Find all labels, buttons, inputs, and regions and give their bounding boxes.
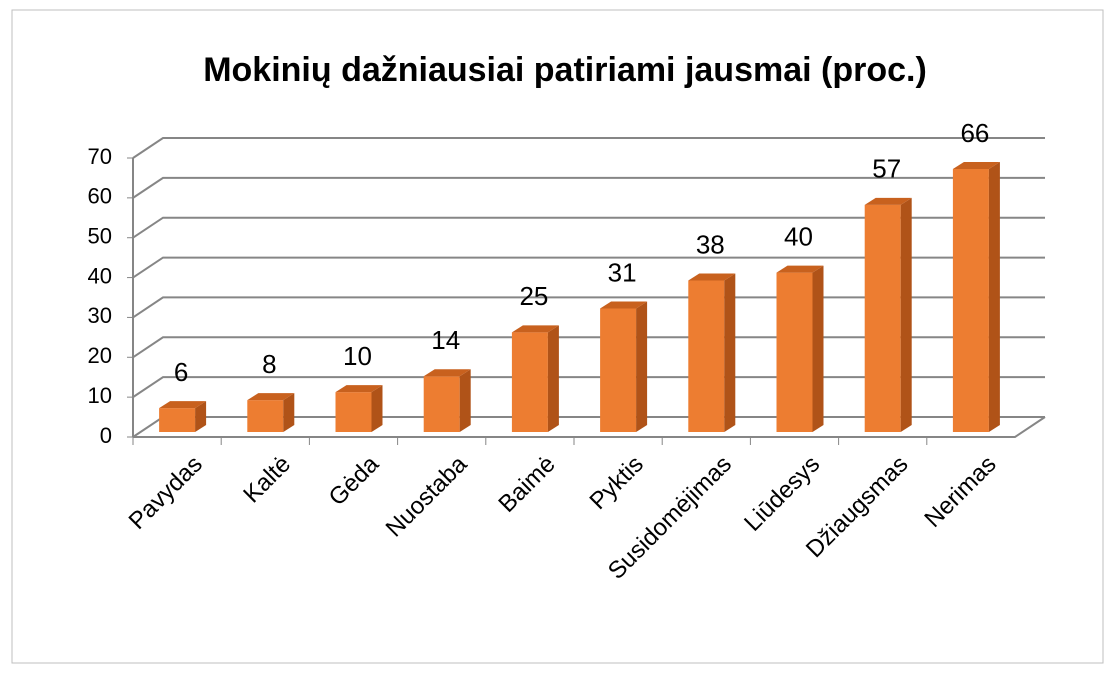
bar-face — [600, 308, 637, 432]
bar-face — [952, 161, 1000, 169]
y-tick-label: 60 — [88, 184, 112, 209]
bar-face — [864, 197, 912, 205]
y-tick-label: 40 — [88, 263, 112, 288]
bar-face — [423, 369, 471, 377]
bar — [864, 197, 912, 432]
bar — [952, 161, 1000, 432]
bar-face — [159, 401, 207, 409]
data-label: 66 — [960, 118, 989, 148]
bar-face — [812, 265, 824, 432]
bar-face — [371, 385, 383, 432]
bar-face — [195, 401, 207, 432]
bar — [159, 401, 207, 432]
data-label: 31 — [608, 257, 637, 287]
bar — [247, 393, 295, 432]
bar-face — [776, 272, 813, 432]
bar-face — [511, 332, 548, 432]
grid-line — [132, 336, 1045, 359]
grid-line — [132, 216, 1045, 239]
bar-face — [335, 385, 383, 393]
chart-title: Mokinių dažniausiai patiriami jausmai (p… — [203, 51, 927, 89]
bar-face — [776, 265, 824, 273]
y-tick-label: 10 — [88, 383, 112, 408]
bar-face — [459, 369, 471, 432]
data-label: 8 — [262, 349, 276, 379]
bar-face — [159, 408, 196, 432]
grid-line — [132, 176, 1045, 199]
data-label: 40 — [784, 221, 813, 251]
bar-face — [247, 393, 295, 401]
data-label: 25 — [519, 281, 548, 311]
bar — [600, 301, 648, 432]
bar-face — [688, 273, 736, 281]
data-label: 6 — [174, 357, 188, 387]
y-tick-label: 30 — [88, 303, 112, 328]
data-label: 38 — [696, 229, 725, 259]
data-label: 14 — [431, 325, 460, 355]
y-tick-label: 70 — [88, 144, 112, 169]
data-label: 10 — [343, 341, 372, 371]
y-tick-label: 0 — [100, 423, 112, 448]
bar-face — [988, 161, 1000, 432]
data-label: 57 — [872, 154, 901, 184]
bar-face — [952, 168, 989, 432]
bar — [335, 385, 383, 432]
bar-face — [547, 325, 559, 432]
bar-face — [335, 392, 372, 432]
bar — [423, 369, 471, 432]
grid-line — [132, 256, 1045, 279]
bar-face — [423, 376, 460, 432]
bar — [688, 273, 736, 432]
bar — [776, 265, 824, 432]
bar-face — [511, 325, 559, 333]
bar-face — [864, 204, 901, 432]
bar-face — [283, 393, 295, 432]
bar-face — [724, 273, 736, 432]
y-tick-label: 20 — [88, 343, 112, 368]
bar-face — [688, 280, 725, 432]
bar-face — [900, 197, 912, 432]
floor-edge — [133, 416, 1046, 438]
bar-face — [636, 301, 648, 432]
grid-line — [132, 137, 1045, 159]
y-tick-label: 50 — [88, 224, 112, 249]
bar-face — [600, 301, 648, 309]
grid-line — [132, 376, 1045, 398]
bar-face — [247, 400, 284, 432]
grid-line — [132, 296, 1045, 319]
bar — [511, 325, 559, 432]
